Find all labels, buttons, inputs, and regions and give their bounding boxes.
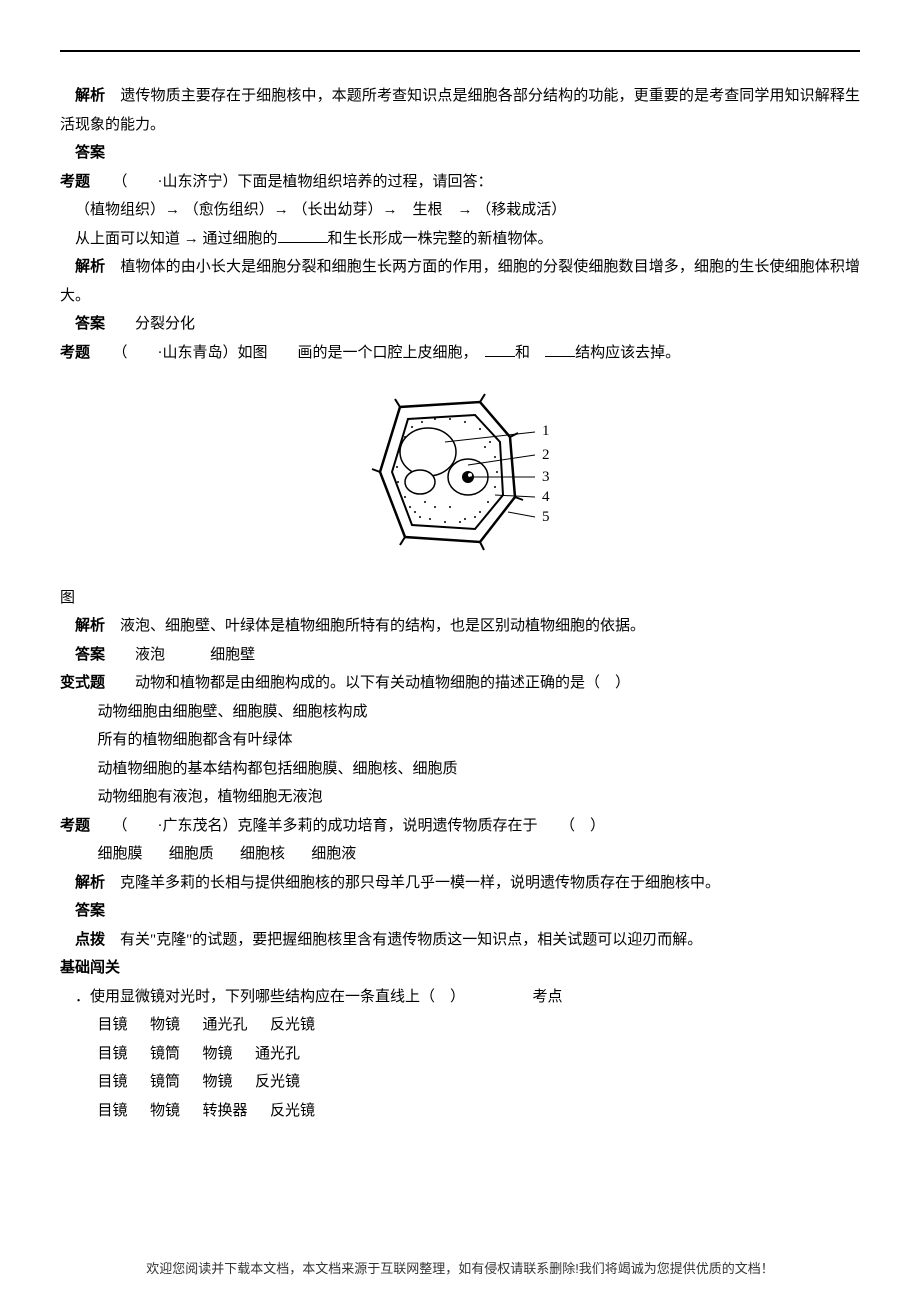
cell-figure: 1 2 3 4 5 (60, 377, 860, 578)
leader-5 (508, 512, 535, 517)
nucleolus-highlight (468, 473, 472, 477)
label-basic: 基础闯关 (60, 960, 120, 976)
label-2: 2 (542, 447, 550, 463)
analysis-2-text: 植物体的由小长大是细胞分裂和细胞生长两方面的作用，细胞的分裂使细胞数目增多，细胞… (60, 259, 860, 304)
blank-1 (278, 227, 328, 243)
answer-2: 答案 分裂分化 (60, 310, 860, 339)
label-1: 1 (542, 423, 550, 439)
basic-q1-opt3: 目镜镜筒物镜反光镜 (98, 1068, 861, 1097)
label-3: 3 (542, 469, 550, 485)
analysis-2: 解析 植物体的由小长大是细胞分裂和细胞生长两方面的作用，细胞的分裂使细胞数目增多… (60, 253, 860, 310)
label-answer: 答案 (75, 145, 105, 161)
question-2-ask: 从上面可以知道 → 通过细胞的 和生长形成一株完整的新植物体。 (60, 225, 860, 254)
label-analysis-4: 解析 (75, 875, 105, 891)
basic-q1-options: 目镜物镜通光孔反光镜 目镜镜筒物镜通光孔 目镜镜筒物镜反光镜 目镜物镜转换器反光… (60, 1011, 860, 1125)
section-basic: 基础闯关 (60, 954, 860, 983)
basic-q1-opt4: 目镜物镜转换器反光镜 (98, 1097, 861, 1126)
label-question: 考题 (60, 174, 90, 190)
label-analysis-2: 解析 (75, 259, 105, 275)
answer-3a: 液泡 (135, 647, 165, 663)
label-analysis-3: 解析 (75, 618, 105, 634)
answer-3: 答案 液泡 细胞壁 (60, 641, 860, 670)
basic-q1-opt1: 目镜物镜通光孔反光镜 (98, 1011, 861, 1040)
top-rule (60, 50, 860, 52)
q3-c: 结构应该去掉。 (575, 345, 680, 361)
variant-question: 变式题 动物和植物都是由细胞构成的。以下有关动植物细胞的描述正确的是（ ） (60, 669, 860, 698)
analysis-3-text: 液泡、细胞壁、叶绿体是植物细胞所特有的结构，也是区别动植物细胞的依据。 (120, 618, 645, 634)
answer-2-text: 分裂分化 (135, 316, 195, 332)
basic-q1-text: ．使用显微镜对光时，下列哪些结构应在一条直线上（ ） (75, 989, 458, 1005)
q2-ask-b: 和生长形成一株完整的新植物体。 (328, 231, 553, 247)
variant-opt-2: 所有的植物细胞都含有叶绿体 (98, 726, 861, 755)
question-4: 考题 （ ·广东茂名）克隆羊多莉的成功培育，说明遗传物质存在于 （ ） (60, 812, 860, 841)
blank-2 (485, 341, 515, 357)
analysis-4-text: 克隆羊多莉的长相与提供细胞核的那只母羊几乎一模一样，说明遗传物质存在于细胞核中。 (120, 875, 720, 891)
label-answer-2: 答案 (75, 316, 105, 332)
blank-3 (545, 341, 575, 357)
answer-4: 答案 (60, 897, 860, 926)
q3-a: （ ·山东青岛）如图 画的是一个口腔上皮细胞， (120, 345, 470, 361)
label-answer-3: 答案 (75, 647, 105, 663)
analysis-1: 解析 遗传物质主要存在于细胞核中，本题所考查知识点是细胞各部分结构的功能，更重要… (60, 82, 860, 139)
basic-q1-opt2: 目镜镜筒物镜通光孔 (98, 1040, 861, 1069)
label-tips: 点拨 (75, 932, 105, 948)
q4-opt-b: 细胞质 (169, 846, 214, 862)
question-4-text: （ ·广东茂名）克隆羊多莉的成功培育，说明遗传物质存在于 （ ） (120, 818, 605, 834)
tips-text: 有关"克隆"的试题，要把握细胞核里含有遗传物质这一知识点，相关试题可以迎刃而解。 (120, 932, 702, 948)
q4-opt-d: 细胞液 (311, 846, 356, 862)
vacuole (400, 428, 456, 476)
tips: 点拨 有关"克隆"的试题，要把握细胞核里含有遗传物质这一知识点，相关试题可以迎刃… (60, 926, 860, 955)
question-2: 考题 （ ·山东济宁）下面是植物组织培养的过程，请回答： (60, 168, 860, 197)
basic-q1: ．使用显微镜对光时，下列哪些结构应在一条直线上（ ） 考点 (60, 983, 860, 1012)
basic-q1-tag: 考点 (533, 989, 563, 1005)
label-variant: 变式题 (60, 675, 105, 691)
label-5: 5 (542, 509, 550, 525)
cell-diagram-svg: 1 2 3 4 5 (350, 377, 570, 567)
variant-opt-3: 动植物细胞的基本结构都包括细胞膜、细胞核、细胞质 (98, 755, 861, 784)
label-4: 4 (542, 489, 550, 505)
label-analysis: 解析 (75, 88, 105, 104)
question-3: 考题 （ ·山东青岛）如图 画的是一个口腔上皮细胞， 和 结构应该去掉。 (60, 339, 860, 368)
document-body: 解析 遗传物质主要存在于细胞核中，本题所考查知识点是细胞各部分结构的功能，更重要… (60, 82, 860, 1125)
variant-opt-4: 动物细胞有液泡，植物细胞无液泡 (98, 783, 861, 812)
analysis-4: 解析 克隆羊多莉的长相与提供细胞核的那只母羊几乎一模一样，说明遗传物质存在于细胞… (60, 869, 860, 898)
organelle-2 (405, 470, 435, 494)
footer-text: 欢迎您阅读并下载本文档，本文档来源于互联网整理，如有侵权请联系删除!我们将竭诚为… (0, 1257, 920, 1282)
answer-3b: 细胞壁 (210, 647, 255, 663)
q2-ask-a: 从上面可以知道 → 通过细胞的 (75, 231, 278, 247)
analysis-3: 解析 液泡、细胞壁、叶绿体是植物细胞所特有的结构，也是区别动植物细胞的依据。 (60, 612, 860, 641)
figure-caption: 图 (60, 584, 860, 613)
q4-opt-c: 细胞核 (240, 846, 285, 862)
question-2-text: （ ·山东济宁）下面是植物组织培养的过程，请回答： (120, 174, 493, 190)
process-flow: （植物组织）→ （愈伤组织）→ （长出幼芽）→ 生根 → （移栽成活） (60, 196, 860, 225)
label-answer-4: 答案 (75, 903, 105, 919)
variant-text: 动物和植物都是由细胞构成的。以下有关动植物细胞的描述正确的是（ ） (135, 675, 630, 691)
answer-1: 答案 (60, 139, 860, 168)
variant-options: 动物细胞由细胞壁、细胞膜、细胞核构成 所有的植物细胞都含有叶绿体 动植物细胞的基… (60, 698, 860, 812)
question-4-options: 细胞膜 细胞质 细胞核 细胞液 (60, 840, 860, 869)
label-question-4: 考题 (60, 818, 90, 834)
q3-b: 和 (515, 345, 530, 361)
variant-opt-1: 动物细胞由细胞壁、细胞膜、细胞核构成 (98, 698, 861, 727)
q4-opt-a: 细胞膜 (98, 846, 143, 862)
analysis-1-text: 遗传物质主要存在于细胞核中，本题所考查知识点是细胞各部分结构的功能，更重要的是考… (60, 88, 860, 133)
label-question-3: 考题 (60, 345, 90, 361)
